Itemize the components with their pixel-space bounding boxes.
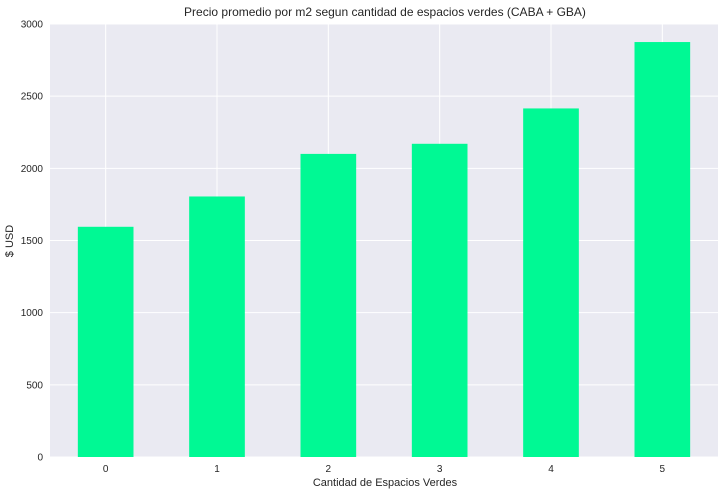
bar-1 (189, 196, 245, 457)
y-tick-label: 500 (26, 380, 43, 391)
x-axis-label: Cantidad de Espacios Verdes (313, 477, 458, 489)
y-tick-label: 2500 (21, 92, 44, 103)
y-tick-label: 1000 (21, 308, 44, 319)
bar-2 (300, 153, 357, 457)
x-axis-ticks: 0 1 2 3 4 5 (103, 464, 666, 475)
x-tick-label: 3 (437, 464, 443, 475)
chart-title: Precio promedio por m2 segun cantidad de… (184, 5, 586, 19)
bar-5 (634, 42, 691, 458)
y-tick-label: 0 (37, 453, 43, 464)
x-tick-label: 1 (214, 464, 220, 475)
y-axis-ticks: 0 500 1000 1500 2000 2500 3000 (21, 20, 44, 464)
y-tick-label: 2000 (21, 164, 44, 175)
bar-4 (523, 108, 579, 457)
x-tick-label: 0 (103, 464, 109, 475)
y-tick-label: 3000 (21, 20, 44, 31)
bar-0 (77, 226, 134, 457)
bar-3 (411, 143, 468, 457)
bars (77, 42, 691, 458)
y-tick-label: 1500 (21, 236, 44, 247)
y-axis-label: $ USD (4, 225, 16, 257)
x-tick-label: 2 (326, 464, 332, 475)
x-tick-label: 5 (660, 464, 666, 475)
x-tick-label: 4 (548, 464, 554, 475)
